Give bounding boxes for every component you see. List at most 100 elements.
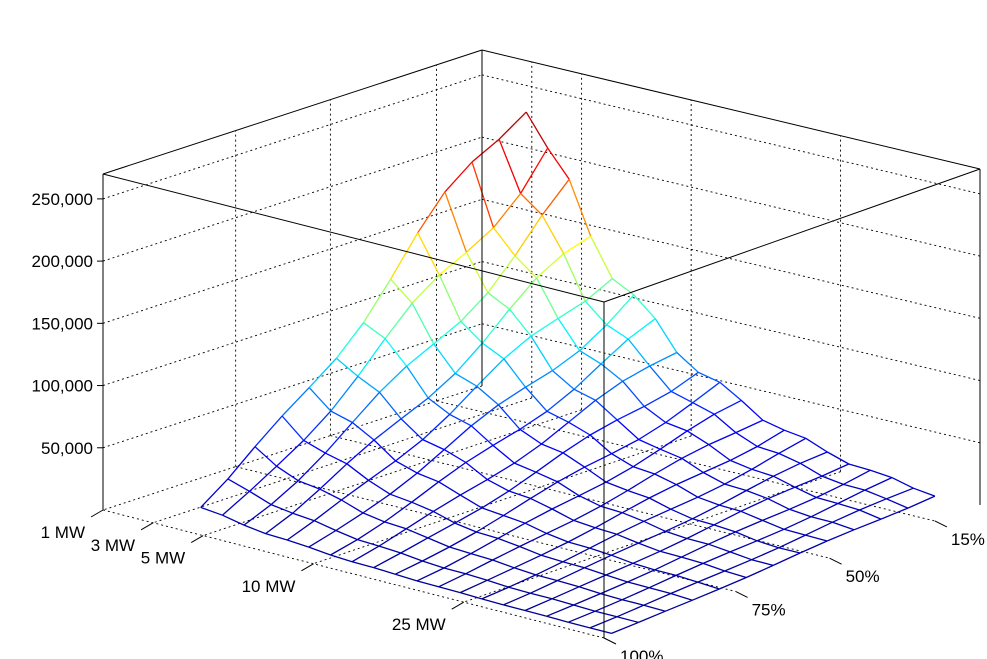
surface-mesh-line [579,350,602,365]
surface-mesh-line [686,413,715,432]
surface-mesh-line [281,415,305,441]
x-floor-gridline [313,435,692,565]
surface-mesh-line [751,547,779,561]
surface-mesh-line [389,472,418,495]
surface-mesh-line [692,402,715,415]
surface-mesh-line [303,410,332,441]
surface-mesh-line [536,253,565,279]
z-tick-label: 250,000 [32,190,93,209]
surface-mesh-line [643,604,666,612]
surface-mesh-line [880,507,909,520]
surface-mesh-line [471,161,495,228]
surface-mesh-line [411,481,440,503]
surface-mesh-line [772,552,801,566]
surface-mesh-line [816,496,839,505]
surface-mesh-line [568,541,590,549]
surface-mesh-line [649,484,677,499]
surface-mesh-line [730,445,758,461]
surface-mesh-line [520,193,543,216]
surface-mesh-line [470,404,499,427]
surface-mesh-line [438,274,462,322]
surface-mesh-line [443,449,467,464]
surface-mesh-line [465,251,489,294]
surface-mesh-line [286,520,315,541]
surface-mesh-line [665,421,688,432]
surface-mesh-line [799,462,823,477]
surface-mesh-line [826,529,855,542]
surface-mesh-line [541,421,569,445]
surface-mesh-line [357,521,385,541]
surface-mesh-line [487,579,509,588]
surface-mesh-line [519,532,547,548]
surface-mesh-line [622,512,645,522]
surface-mesh-line [600,363,624,382]
surface-mesh-line [503,604,526,612]
surface-mesh-line [702,551,731,564]
surface-mesh-line [778,452,801,464]
surface-mesh-line [567,527,596,543]
surface-mesh-line [443,425,472,451]
surface-mesh-line [335,512,364,532]
surface-mesh-line [222,514,245,526]
surface-mesh-line [724,570,747,579]
surface-mesh-line [886,487,914,500]
surface-mesh-line [514,462,537,473]
surface-mesh-line [589,627,612,635]
surface-mesh-line [659,430,688,450]
surface-mesh-line [594,512,623,529]
y-tick-label: 75% [752,600,786,619]
surface-mesh-line [616,533,639,544]
surface-mesh-line [513,567,537,576]
surface-mesh-line [314,520,337,532]
surface-mesh-line [746,564,774,579]
surface-mesh-line [346,439,375,465]
surface-mesh-line [794,475,823,488]
box-edge [102,49,483,175]
surface-mesh-line [698,371,721,383]
surface-mesh-line [221,490,250,516]
surface-mesh-line [443,553,472,569]
x-tick-label: 10 MW [242,577,296,596]
surface-mesh-line [530,592,553,600]
surface-mesh-line [552,350,580,372]
surface-mesh-line [459,494,483,509]
surface-mesh-line [492,428,521,446]
surface-mesh-line [724,559,752,572]
surface-mesh-line [573,388,596,401]
surface-mesh-line [594,599,623,612]
z-gridline [481,74,981,195]
surface-mesh-line [886,498,909,509]
surface-mesh-line [454,507,483,524]
surface-mesh-line [351,545,380,563]
surface-mesh-line [416,472,439,483]
surface-mesh-line [627,473,656,492]
surface-mesh-line [767,498,790,510]
surface-mesh-line [417,191,446,234]
surface-mesh-line [487,479,510,492]
surface-mesh-line [443,567,466,575]
surface-mesh-line [837,502,860,511]
z-tick-label: 50,000 [41,439,93,458]
surface-mesh-line [546,604,574,617]
surface-mesh-line [713,510,742,526]
surface-mesh-line [773,462,801,477]
surface-mesh-line [524,508,553,524]
surface-mesh-line [864,477,893,491]
surface-mesh-line [579,324,608,352]
surface-mesh-line [843,469,871,485]
surface-mesh-line [616,405,645,421]
surface-mesh-line [762,519,785,530]
surface-mesh-line [611,453,634,468]
surface-mesh-line [557,481,580,497]
surface-mesh-line [843,483,866,491]
surface-mesh-line [227,478,250,492]
surface-mesh-line [697,496,720,506]
x-tick [451,601,464,610]
surface-mesh-line [498,138,522,194]
surface-mesh-line [643,390,672,407]
surface-mesh-line [547,147,570,180]
surface-mesh-line [800,451,828,464]
surface-mesh-line [541,554,563,563]
